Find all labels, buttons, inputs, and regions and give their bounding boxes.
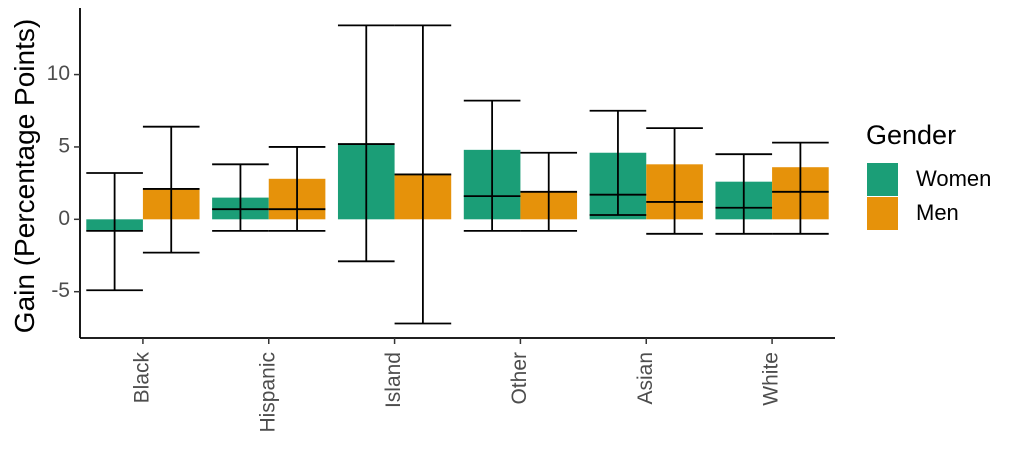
legend-title: Gender bbox=[866, 120, 956, 150]
axes-layer bbox=[79, 8, 835, 339]
y-axis-title: Gain (Percentage Points) bbox=[9, 19, 40, 333]
y-tick-label-0: 0 bbox=[58, 207, 70, 230]
legend-swatch-men bbox=[867, 197, 898, 230]
legend: Gender Women Men bbox=[866, 120, 991, 230]
y-tick-label--5: -5 bbox=[51, 279, 70, 302]
legend-label-men: Men bbox=[916, 200, 959, 225]
x-tick-label-asian: Asian bbox=[634, 352, 657, 405]
x-tick-label-other: Other bbox=[508, 352, 531, 405]
y-tick-label-10: 10 bbox=[47, 62, 70, 85]
legend-label-women: Women bbox=[916, 166, 991, 191]
x-tick-label-island: Island bbox=[382, 352, 405, 408]
legend-swatch-women bbox=[867, 163, 898, 196]
x-tick-label-black: Black bbox=[130, 352, 153, 404]
ticks-layer: Black Hispanic Island Other Asian White -5 0 5 10 bbox=[47, 62, 783, 432]
legend-items: Women Men bbox=[867, 163, 991, 230]
errorbars-layer bbox=[86, 24, 829, 325]
bars-layer bbox=[86, 144, 829, 231]
x-tick-label-hispanic: Hispanic bbox=[256, 352, 279, 433]
x-tick-label-white: White bbox=[760, 352, 783, 406]
y-tick-label-5: 5 bbox=[58, 134, 70, 157]
